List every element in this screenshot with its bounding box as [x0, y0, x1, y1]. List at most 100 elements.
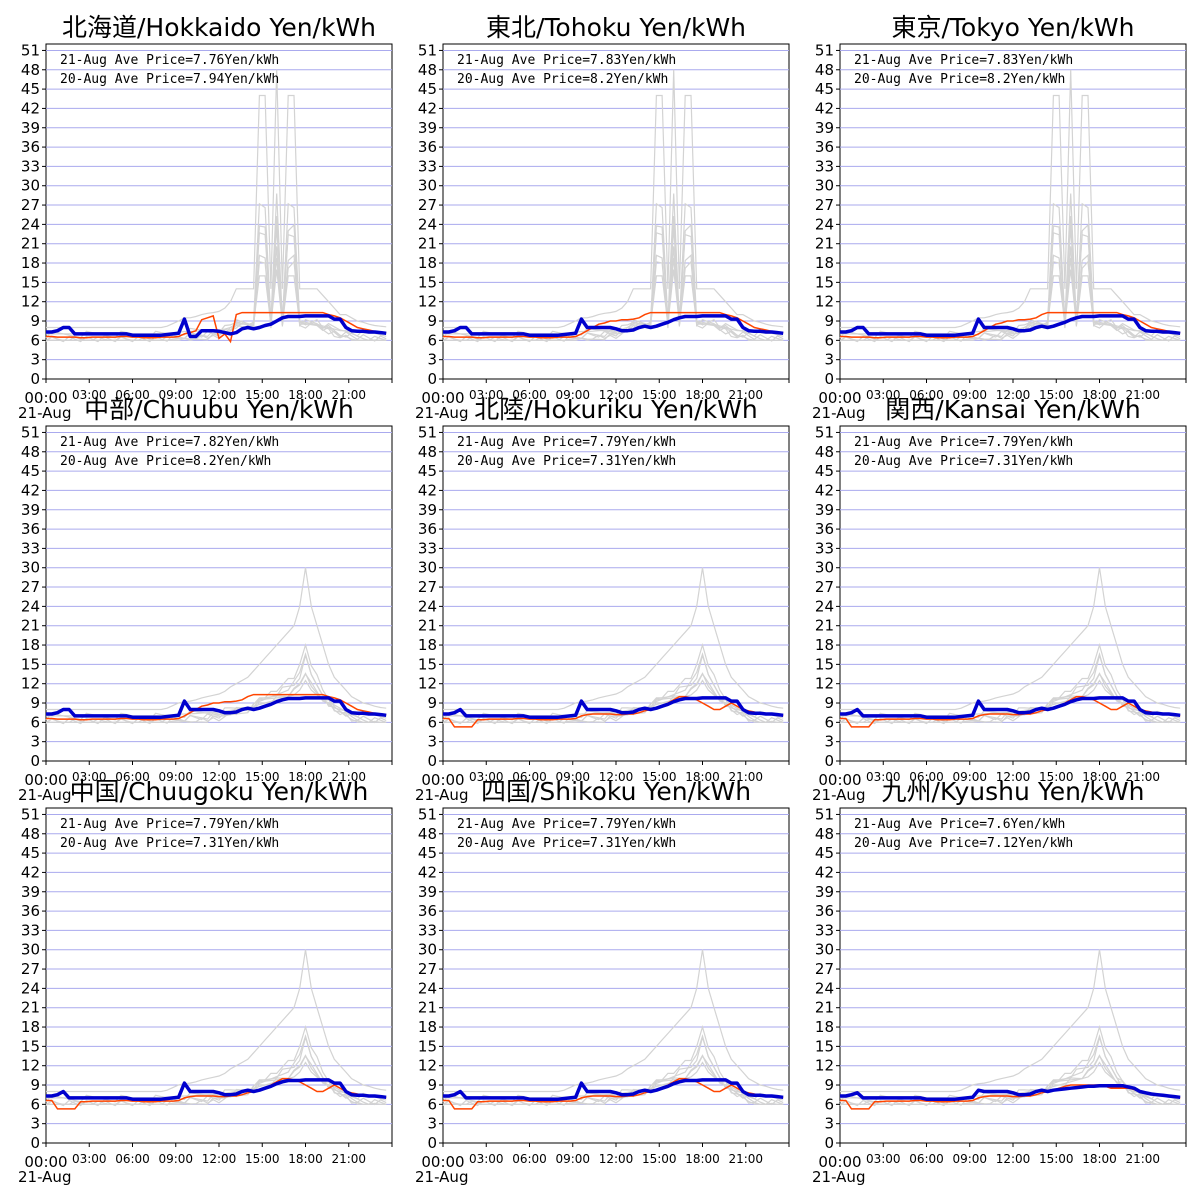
- x-tick-label: 18:00: [1082, 1152, 1117, 1166]
- y-tick-label: 27: [418, 196, 437, 214]
- y-tick-label: 42: [21, 863, 40, 881]
- y-tick-label: 24: [418, 215, 437, 233]
- x-tick-label: 09:00: [555, 388, 590, 402]
- y-tick-label: 30: [21, 559, 40, 577]
- history-series-line: [839, 226, 1181, 341]
- x-tick-label: 18:00: [685, 388, 720, 402]
- y-tick-label: 9: [30, 1076, 40, 1094]
- y-tick-label: 9: [427, 312, 437, 330]
- y-tick-label: 42: [418, 481, 437, 499]
- x-tick-label: 06:00: [512, 388, 547, 402]
- y-tick-label: 18: [815, 254, 834, 272]
- chart-title: 九州/Kyushu Yen/kWh: [882, 777, 1145, 806]
- x-tick-label: 15:00: [642, 770, 677, 784]
- y-tick-label: 21: [815, 235, 834, 253]
- yesterday-average-note: 20-Aug Ave Price=8.2Yen/kWh: [60, 454, 271, 469]
- y-tick-label: 48: [815, 61, 834, 79]
- y-tick-label: 42: [418, 863, 437, 881]
- x-tick-label: 09:00: [555, 770, 590, 784]
- y-tick-label: 3: [824, 351, 834, 369]
- today-average-note: 21-Aug Ave Price=7.83Yen/kWh: [457, 53, 676, 68]
- x-tick-label: 00:00: [818, 771, 861, 789]
- y-tick-label: 15: [21, 655, 40, 673]
- y-tick-label: 30: [418, 559, 437, 577]
- y-tick-label: 33: [21, 539, 40, 557]
- y-tick-label: 45: [21, 462, 40, 480]
- y-tick-label: 45: [815, 80, 834, 98]
- x-tick-label: 00:00: [421, 1153, 464, 1171]
- y-tick-label: 51: [418, 805, 437, 823]
- x-tick-label: 06:00: [115, 770, 150, 784]
- x-tick-label: 12:00: [996, 1152, 1031, 1166]
- y-tick-label: 45: [418, 462, 437, 480]
- y-tick-label: 51: [418, 423, 437, 441]
- y-tick-label: 12: [418, 675, 437, 693]
- today-series-line: [46, 1078, 387, 1101]
- y-tick-label: 0: [30, 370, 40, 388]
- y-tick-label: 21: [418, 617, 437, 635]
- today-average-note: 21-Aug Ave Price=7.82Yen/kWh: [60, 435, 279, 450]
- y-tick-label: 3: [30, 351, 40, 369]
- y-tick-label: 30: [21, 177, 40, 195]
- y-tick-label: 6: [824, 1095, 834, 1113]
- y-tick-label: 48: [815, 443, 834, 461]
- y-tick-label: 39: [418, 501, 437, 519]
- y-tick-label: 24: [815, 597, 834, 615]
- y-tick-label: 33: [21, 157, 40, 175]
- x-tick-label: 12:00: [599, 770, 634, 784]
- x-tick-label: 18:00: [685, 770, 720, 784]
- y-tick-label: 30: [815, 941, 834, 959]
- y-tick-label: 24: [21, 215, 40, 233]
- y-tick-label: 0: [427, 1134, 437, 1152]
- history-series-line: [442, 226, 784, 341]
- today-series-line: [443, 314, 784, 337]
- y-tick-label: 42: [815, 481, 834, 499]
- date-label: 21-Aug: [812, 786, 865, 804]
- y-tick-label: 24: [815, 215, 834, 233]
- yesterday-average-note: 20-Aug Ave Price=7.31Yen/kWh: [854, 454, 1073, 469]
- x-tick-label: 03:00: [866, 770, 901, 784]
- y-tick-label: 45: [815, 844, 834, 862]
- x-tick-label: 21:00: [1125, 1152, 1160, 1166]
- y-tick-label: 27: [418, 960, 437, 978]
- y-tick-label: 6: [30, 1095, 40, 1113]
- x-tick-label: 21:00: [331, 1152, 366, 1166]
- y-tick-label: 9: [824, 312, 834, 330]
- y-tick-label: 6: [824, 331, 834, 349]
- y-tick-label: 39: [815, 119, 834, 137]
- y-tick-label: 36: [21, 520, 40, 538]
- y-tick-label: 27: [21, 196, 40, 214]
- y-tick-label: 30: [21, 941, 40, 959]
- plot-frame: [45, 43, 393, 380]
- y-tick-label: 27: [815, 578, 834, 596]
- y-tick-label: 0: [427, 752, 437, 770]
- y-tick-label: 30: [418, 177, 437, 195]
- x-tick-label: 00:00: [818, 389, 861, 407]
- y-tick-label: 6: [427, 1095, 437, 1113]
- y-tick-label: 9: [824, 694, 834, 712]
- y-tick-label: 18: [815, 636, 834, 654]
- y-tick-label: 24: [21, 979, 40, 997]
- x-tick-label: 09:00: [952, 770, 987, 784]
- date-label: 21-Aug: [18, 786, 71, 804]
- y-tick-label: 15: [418, 273, 437, 291]
- y-tick-label: 51: [815, 805, 834, 823]
- y-tick-label: 3: [427, 733, 437, 751]
- y-tick-label: 6: [30, 713, 40, 731]
- y-tick-label: 48: [21, 825, 40, 843]
- y-tick-label: 36: [815, 902, 834, 920]
- y-tick-label: 3: [427, 351, 437, 369]
- x-tick-label: 03:00: [866, 1152, 901, 1166]
- history-series-line: [840, 69, 1181, 329]
- y-tick-label: 36: [418, 138, 437, 156]
- x-tick-label: 18:00: [1082, 770, 1117, 784]
- x-tick-label: 03:00: [72, 1152, 107, 1166]
- y-tick-label: 45: [418, 844, 437, 862]
- y-tick-label: 30: [815, 559, 834, 577]
- date-label: 21-Aug: [415, 404, 468, 422]
- history-series-line: [443, 567, 784, 711]
- x-tick-label: 21:00: [1125, 388, 1160, 402]
- y-tick-label: 18: [418, 636, 437, 654]
